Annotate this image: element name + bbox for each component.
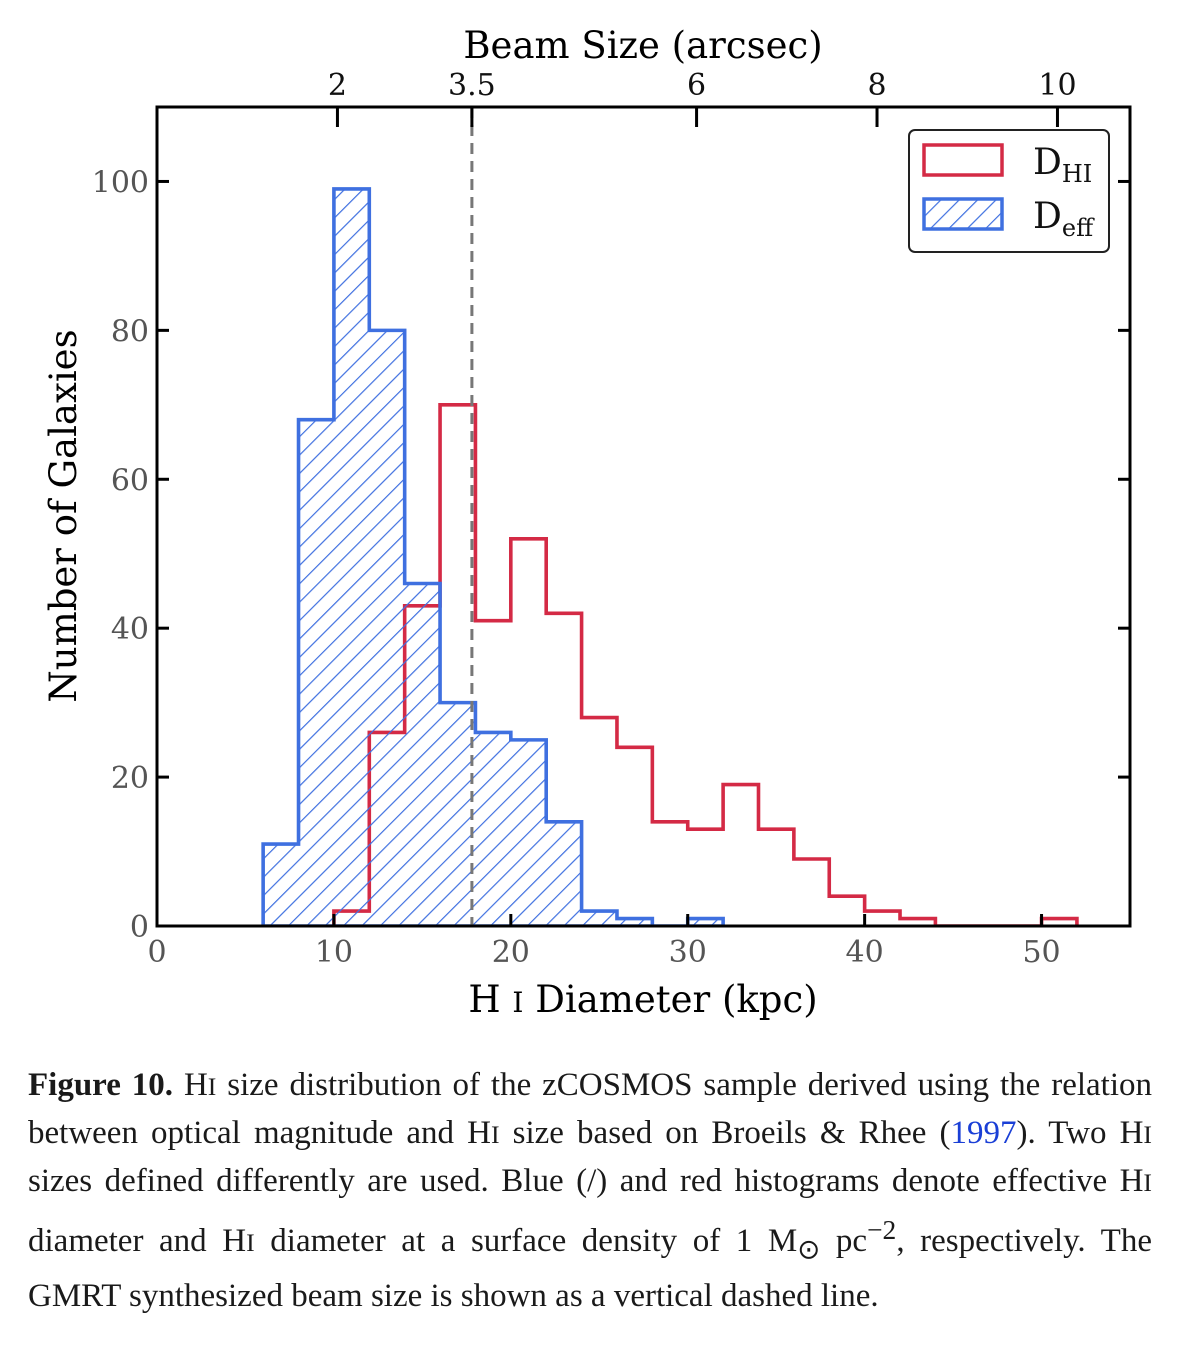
- y-tick-label: 60: [111, 463, 149, 498]
- x-tick-label: 40: [846, 935, 884, 970]
- legend-swatch: [922, 197, 1004, 231]
- caption-text: HI size distribution of the zCOSMOS samp…: [28, 1067, 1152, 1314]
- top-tick-label: 10: [1038, 68, 1076, 103]
- legend-label: Deff: [1033, 196, 1095, 242]
- y-tick-label: 40: [111, 612, 149, 647]
- top-tick-label: 3.5: [448, 68, 496, 103]
- series-deff-hatch: [263, 188, 724, 926]
- x-tick-label: 10: [315, 935, 353, 970]
- figure-caption: Figure 10. HI size distribution of the z…: [28, 1062, 1152, 1320]
- legend-label: DHI: [1033, 142, 1092, 188]
- legend-swatch: [922, 143, 1004, 177]
- plot-frame: [155, 105, 1132, 928]
- x-tick-label: 20: [492, 935, 530, 970]
- top-tick-label: 6: [687, 68, 706, 103]
- citation-link[interactable]: 1997: [950, 1115, 1017, 1151]
- x-tick-label: 50: [1022, 935, 1060, 970]
- caption-label: Figure 10.: [28, 1067, 174, 1103]
- y-tick-label: 80: [111, 314, 149, 349]
- x-tick-label: 0: [147, 935, 166, 970]
- y-tick-label: 0: [130, 910, 149, 945]
- x-axis-title: H I Diameter (kpc): [468, 978, 817, 1021]
- top-tick-label: 8: [867, 68, 886, 103]
- series-deff-histogram: [261, 187, 725, 926]
- y-axis-title: Number of Galaxies: [42, 329, 85, 702]
- top-tick-label: 2: [328, 68, 347, 103]
- sun-symbol: ⊙: [797, 1233, 821, 1265]
- series-dhi-histogram: [332, 403, 1079, 926]
- x-tick-label: 30: [669, 935, 707, 970]
- y-tick-label: 20: [111, 761, 149, 796]
- histogram-figure: 0 10 20 30 40 50 0 20 40 60 80 100 2 3.5 6 8 10 DHI Deff …: [42, 24, 1132, 1021]
- top-axis-title: Beam Size (arcsec): [463, 24, 822, 67]
- y-tick-label: 100: [92, 165, 149, 200]
